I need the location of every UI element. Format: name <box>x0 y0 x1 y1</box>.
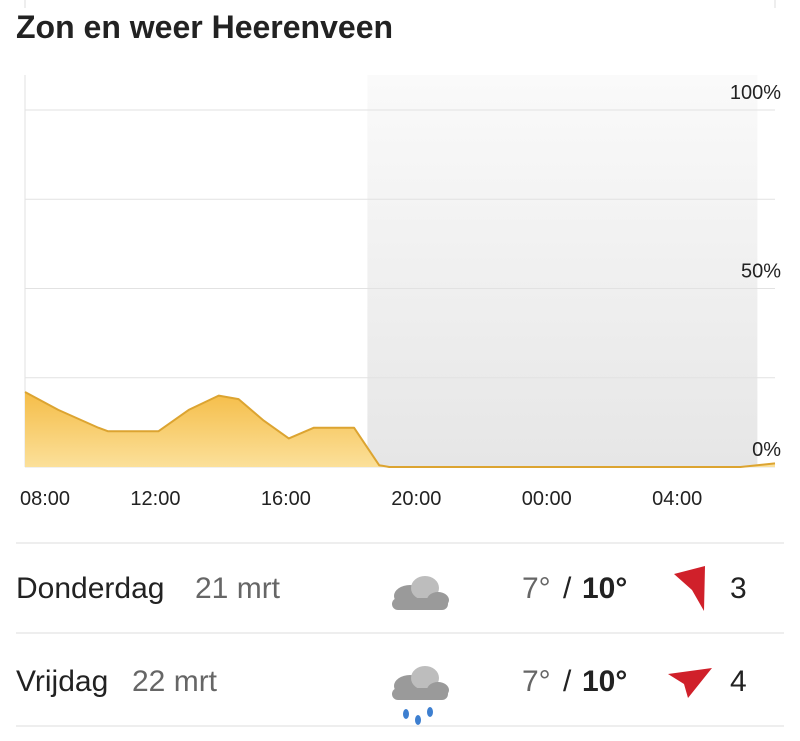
x-tick-label: 12:00 <box>130 488 180 510</box>
temp-min: 7° <box>522 665 551 698</box>
rain-icon <box>392 666 449 725</box>
day-date: 21 mrt <box>195 572 281 605</box>
x-tick-label: 08:00 <box>20 488 70 510</box>
y-tick-label: 50% <box>741 261 781 283</box>
temp-max: 10° <box>582 572 627 605</box>
x-tick-label: 00:00 <box>522 488 572 510</box>
x-tick-label: 16:00 <box>261 488 311 510</box>
night-shade <box>367 75 758 467</box>
temp-min: 7° <box>522 572 551 605</box>
day-name: Donderdag <box>16 572 164 605</box>
sun-chart: 0% 50% 100% 08:00 12:00 16:00 20:00 00:00 04:00 <box>20 75 781 510</box>
sun-area <box>25 392 775 467</box>
temp-separator: / <box>563 572 572 605</box>
y-tick-label: 0% <box>752 439 781 461</box>
temp-separator: / <box>563 665 572 698</box>
wind-arrow <box>674 566 705 611</box>
sun-line <box>24 391 776 468</box>
day-name: Vrijdag <box>16 665 108 698</box>
x-tick-label: 20:00 <box>391 488 441 510</box>
day-date: 22 mrt <box>132 665 218 698</box>
y-tick-label: 100% <box>730 82 781 104</box>
temp-max: 10° <box>582 665 627 698</box>
cloud-icon <box>392 576 449 610</box>
x-tick-label: 04:00 <box>652 488 702 510</box>
wind-arrow <box>668 668 712 698</box>
page-title: Zon en weer Heerenveen <box>16 9 393 45</box>
wind-speed: 4 <box>730 665 747 698</box>
wind-speed: 3 <box>730 572 747 605</box>
